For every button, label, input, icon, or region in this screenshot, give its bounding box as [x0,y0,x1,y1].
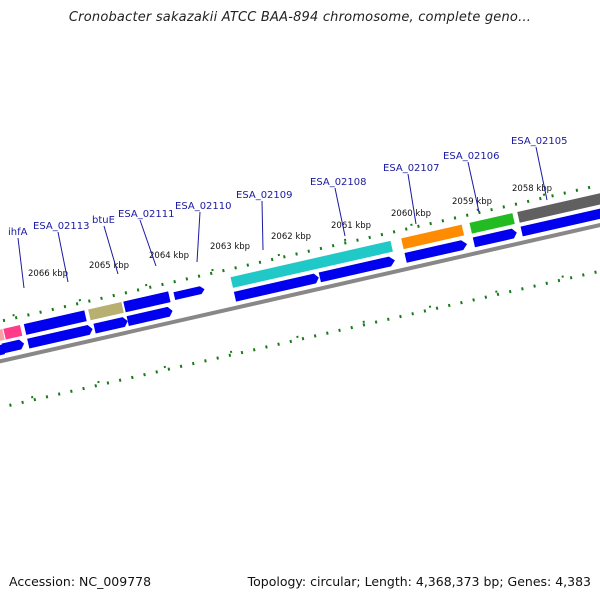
tick-row-bottom [0,255,600,418]
gene-label-ESA_02106[interactable]: ESA_02106 [443,151,500,162]
feature-bar-ESA_02109[interactable] [230,240,393,288]
gene-label-ESA_02109[interactable]: ESA_02109 [236,190,293,201]
gene-label-ESA_02107[interactable]: ESA_02107 [383,163,440,174]
feature-bar-ESA_02113[interactable] [23,310,87,335]
kbp-label: 2058 kbp [512,184,552,194]
cds-arrow-ESA_02110[interactable] [173,285,205,301]
feature-bar-ihfA[interactable] [3,325,23,340]
kbp-label: 2060 kbp [391,209,431,219]
kbp-label: 2064 kbp [149,251,189,261]
gene-label-ihfA[interactable]: ihfA [8,227,28,238]
kbp-label: 2061 kbp [331,221,371,231]
topology-text: Topology: circular; Length: 4,368,373 bp… [247,574,591,589]
kbp-label: 2066 kbp [28,269,68,279]
gene-leader-lines [17,146,548,289]
gene-label-btuE[interactable]: btuE [92,215,115,226]
feature-track-top[interactable] [0,191,600,359]
tick-row-top [0,171,600,336]
gene-label-ESA_02105[interactable]: ESA_02105 [511,136,568,147]
feature-bar-btuE[interactable] [88,302,124,321]
feature-bar-ESA_02111[interactable] [123,291,171,313]
cds-track[interactable] [0,206,600,361]
gene-label-ESA_02110[interactable]: ESA_02110 [175,201,232,212]
accession-text: Accession: NC_009778 [9,574,152,589]
kbp-label: 2063 kbp [210,242,250,252]
map-title: Cronobacter sakazakii ATCC BAA-894 chrom… [68,10,532,25]
gene-label-ESA_02111[interactable]: ESA_02111 [118,209,175,220]
cds-arrow-top[interactable] [1,339,26,354]
kbp-label: 2065 kbp [89,261,129,271]
gene-labels[interactable]: ihfA ESA_02113 btuE ESA_02111 ESA_02110 … [8,136,568,238]
gene-label-ESA_02113[interactable]: ESA_02113 [33,221,90,232]
kbp-labels: 2066 kbp 2065 kbp 2064 kbp 2063 kbp 2062… [28,184,552,279]
gene-label-ESA_02108[interactable]: ESA_02108 [310,177,367,188]
feature-bar-ESA_02105[interactable] [517,191,600,223]
kbp-label: 2062 kbp [271,232,311,242]
genome-backbone [0,211,600,375]
kbp-label: 2059 kbp [452,197,492,207]
feature-bar-ESA_02106[interactable] [469,213,515,234]
feature-bar-ESA_02107[interactable] [401,224,465,250]
